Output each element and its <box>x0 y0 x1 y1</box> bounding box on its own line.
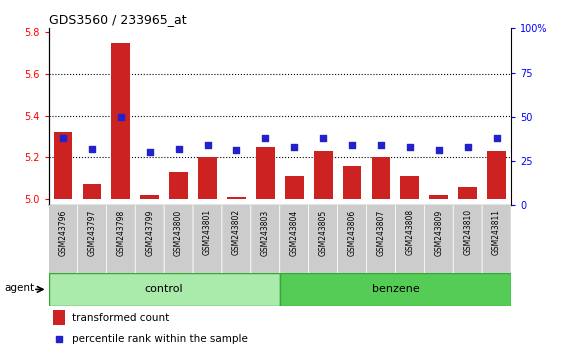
Bar <box>372 158 391 199</box>
FancyBboxPatch shape <box>49 203 78 275</box>
Bar <box>54 132 73 199</box>
Point <box>348 142 357 148</box>
Point <box>203 142 212 148</box>
FancyBboxPatch shape <box>135 203 164 275</box>
Text: GSM243797: GSM243797 <box>87 209 96 256</box>
Text: GSM243811: GSM243811 <box>492 209 501 255</box>
Text: GSM243806: GSM243806 <box>348 209 356 256</box>
Text: GSM243802: GSM243802 <box>232 209 241 256</box>
Text: GDS3560 / 233965_at: GDS3560 / 233965_at <box>49 13 186 26</box>
Text: GSM243809: GSM243809 <box>435 209 443 256</box>
FancyBboxPatch shape <box>482 203 511 275</box>
Point <box>463 144 472 150</box>
Bar <box>313 151 332 199</box>
Text: GSM243799: GSM243799 <box>145 209 154 256</box>
FancyBboxPatch shape <box>367 203 395 275</box>
FancyBboxPatch shape <box>453 203 482 275</box>
Bar <box>400 176 419 199</box>
Text: GSM243810: GSM243810 <box>463 209 472 256</box>
Point <box>376 142 385 148</box>
Bar <box>53 310 65 325</box>
Bar <box>256 147 275 199</box>
Bar <box>285 176 304 199</box>
Point <box>174 146 183 152</box>
Text: percentile rank within the sample: percentile rank within the sample <box>72 334 248 344</box>
Bar <box>343 166 361 199</box>
Text: GSM243798: GSM243798 <box>116 209 125 256</box>
Point <box>261 135 270 141</box>
FancyBboxPatch shape <box>280 273 511 306</box>
Point <box>54 337 63 342</box>
Point <box>289 144 299 150</box>
Bar <box>429 195 448 199</box>
Point <box>87 146 96 152</box>
Text: control: control <box>145 284 183 295</box>
Bar <box>82 184 101 199</box>
Text: GSM243800: GSM243800 <box>174 209 183 256</box>
Point <box>492 135 501 141</box>
Bar <box>227 197 246 199</box>
FancyBboxPatch shape <box>424 203 453 275</box>
Text: GSM243807: GSM243807 <box>376 209 385 256</box>
FancyBboxPatch shape <box>280 203 309 275</box>
Point <box>319 135 328 141</box>
FancyBboxPatch shape <box>395 203 424 275</box>
FancyBboxPatch shape <box>164 203 193 275</box>
Text: transformed count: transformed count <box>72 313 169 323</box>
FancyBboxPatch shape <box>106 203 135 275</box>
Text: GSM243805: GSM243805 <box>319 209 328 256</box>
Text: GSM243804: GSM243804 <box>289 209 299 256</box>
Bar <box>111 43 130 199</box>
Text: GSM243796: GSM243796 <box>58 209 67 256</box>
Point <box>145 149 154 155</box>
Point <box>232 148 241 153</box>
Text: benzene: benzene <box>372 284 419 295</box>
Bar <box>140 195 159 199</box>
Point <box>116 114 126 120</box>
FancyBboxPatch shape <box>222 203 251 275</box>
Bar <box>198 158 217 199</box>
FancyBboxPatch shape <box>251 203 280 275</box>
Point <box>405 144 415 150</box>
FancyBboxPatch shape <box>49 273 280 306</box>
Bar <box>487 151 506 199</box>
Text: GSM243808: GSM243808 <box>405 209 415 256</box>
Bar <box>169 172 188 199</box>
FancyBboxPatch shape <box>337 203 367 275</box>
FancyBboxPatch shape <box>78 203 106 275</box>
Bar <box>459 187 477 199</box>
Text: agent: agent <box>5 283 35 293</box>
Text: GSM243801: GSM243801 <box>203 209 212 256</box>
Point <box>58 135 67 141</box>
FancyBboxPatch shape <box>309 203 337 275</box>
Text: GSM243803: GSM243803 <box>261 209 270 256</box>
FancyBboxPatch shape <box>193 203 222 275</box>
Point <box>434 148 443 153</box>
